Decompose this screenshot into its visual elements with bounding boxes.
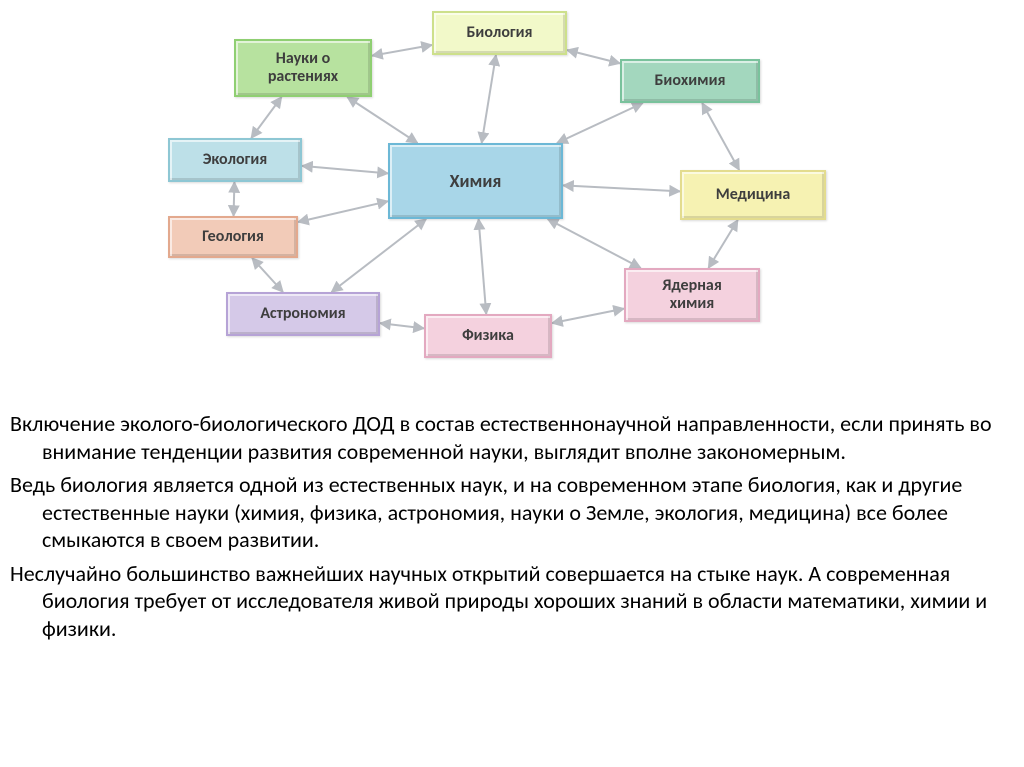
node-label: Биология (442, 24, 557, 42)
node-label: Физика (434, 327, 542, 345)
node-geology: Геология (168, 216, 298, 258)
sciences-diagram: Химия Биология Науки о растениях Биохимия Эк… (0, 0, 1024, 400)
node-physics: Физика (424, 314, 552, 358)
node-chemistry: Химия (388, 143, 563, 219)
node-astronomy: Астрономия (226, 292, 380, 336)
node-ecology: Экология (168, 138, 302, 182)
node-label: Геология (178, 228, 288, 246)
node-label: Биохимия (630, 72, 750, 90)
node-biochemistry: Биохимия (620, 59, 760, 103)
node-nuclear_chem: Ядерная химия (624, 268, 760, 322)
paragraph-3: Неслучайно большинство важнейших научных… (10, 560, 1004, 643)
body-text: Включение эколого-биологического ДОД в с… (0, 400, 1024, 678)
node-medicine: Медицина (680, 170, 826, 220)
node-label: Экология (178, 151, 292, 169)
node-plant_sciences: Науки о растениях (234, 39, 372, 97)
paragraph-1: Включение эколого-биологического ДОД в с… (10, 410, 1004, 465)
node-label: Астрономия (236, 305, 370, 323)
paragraph-2: Ведь биология является одной из естестве… (10, 471, 1004, 554)
node-biology: Биология (432, 11, 567, 55)
node-label: Медицина (690, 186, 816, 204)
node-label: Науки о растениях (244, 50, 362, 87)
node-label: Химия (398, 171, 553, 192)
node-label: Ядерная химия (634, 277, 750, 314)
